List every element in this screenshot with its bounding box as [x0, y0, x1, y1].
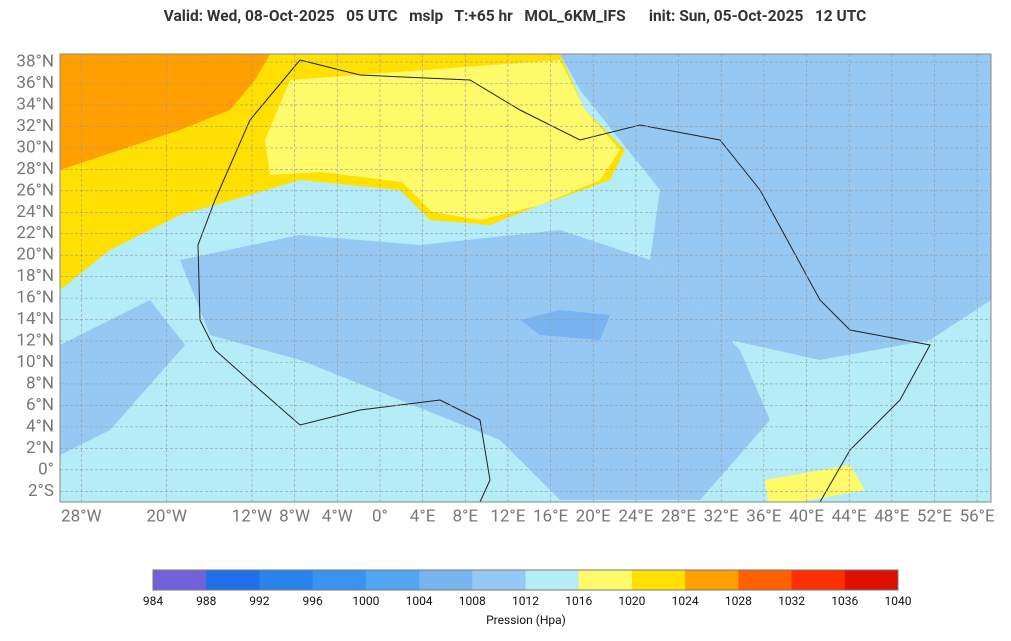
lon-label: 12°W	[232, 506, 273, 526]
lat-label: 34°N	[16, 94, 54, 114]
pressure-region	[60, 54, 270, 170]
colorbar-swatch	[365, 570, 420, 590]
colorbar-tick-label: 1008	[459, 594, 486, 608]
pressure-region	[520, 310, 610, 340]
colorbar-swatch	[685, 570, 739, 590]
colorbar-tick-label: 1020	[618, 594, 645, 608]
lon-label: 28°W	[61, 506, 102, 526]
colorbar-swatch	[525, 570, 580, 590]
colorbar-swatch	[844, 570, 899, 590]
lat-label: 38°N	[16, 52, 54, 72]
colorbar-tick-label: 1016	[565, 594, 592, 608]
colorbar-tick-label: 992	[249, 594, 269, 608]
colorbar-label: Pression (Hpa)	[486, 613, 566, 627]
lat-label: 4°N	[26, 416, 54, 436]
lat-label: 30°N	[16, 137, 54, 157]
colorbar-tick-label: 996	[303, 594, 323, 608]
lon-label: 4°W	[322, 506, 353, 526]
pressure-region	[180, 230, 770, 500]
colorbar-frame	[152, 569, 899, 591]
lon-label: 44°E	[832, 506, 867, 526]
lat-label: 28°N	[16, 159, 54, 179]
colorbar-tick-label: 1028	[725, 594, 752, 608]
colorbar-tick-label: 1024	[672, 594, 699, 608]
colorbar-swatch	[206, 570, 260, 590]
pressure-region	[765, 465, 865, 502]
lon-label: 20°E	[576, 506, 611, 526]
lat-label: 12°N	[16, 331, 54, 351]
lat-label: 0°	[38, 459, 54, 479]
colorbar-tick-label: 984	[143, 594, 163, 608]
colorbar-tick-label: 1012	[512, 594, 539, 608]
colorbar-swatch	[791, 570, 846, 590]
coastline	[197, 59, 931, 502]
lon-label: 56°E	[960, 506, 995, 526]
colorbar-swatch	[312, 570, 367, 590]
lon-label: 8°W	[279, 506, 310, 526]
lon-label: 8°E	[452, 506, 478, 526]
colorbar-swatch	[578, 570, 633, 590]
lat-label: 32°N	[16, 116, 54, 136]
pressure-region	[60, 300, 185, 455]
pressure-region	[265, 60, 620, 220]
lat-label: 16°N	[16, 288, 54, 308]
colorbar-swatch	[472, 570, 526, 590]
graticule	[60, 54, 991, 502]
map-frame	[59, 53, 992, 503]
lon-label: 40°E	[789, 506, 824, 526]
lon-label: 32°E	[704, 506, 739, 526]
lat-label: 2°N	[26, 438, 54, 458]
colorbar-tick-label: 1004	[406, 594, 433, 608]
lat-label: 14°N	[16, 309, 54, 329]
colorbar-swatch	[738, 570, 793, 590]
colorbar-swatch	[631, 570, 686, 590]
colorbar-tick-label: 1032	[778, 594, 805, 608]
lat-label: 18°N	[16, 266, 54, 286]
lat-label: 24°N	[16, 202, 54, 222]
lon-label: 52°E	[917, 506, 952, 526]
colorbar-tick-label: 988	[196, 594, 216, 608]
title: Valid: Wed, 08-Oct-2025 05 UTC mslp T:+6…	[164, 7, 867, 25]
lat-label: 36°N	[16, 73, 54, 93]
colorbar-tick-label: 1040	[885, 594, 912, 608]
colorbar-swatch	[259, 570, 314, 590]
lon-label: 36°E	[746, 506, 781, 526]
lat-label: 2°S	[28, 481, 54, 501]
lon-label: 4°E	[410, 506, 436, 526]
colorbar-swatch	[153, 570, 207, 590]
lon-label: 20°W	[146, 506, 187, 526]
lon-label: 0°	[372, 506, 388, 526]
colorbar-tick-label: 1000	[352, 594, 379, 608]
lon-label: 48°E	[874, 506, 909, 526]
map-area	[60, 54, 991, 502]
lon-label: 16°E	[533, 506, 568, 526]
lat-label: 8°N	[26, 373, 54, 393]
lon-label: 24°E	[618, 506, 653, 526]
colorbar-swatch	[419, 570, 473, 590]
lat-label: 6°N	[26, 395, 54, 415]
lat-label: 26°N	[16, 180, 54, 200]
lat-label: 22°N	[16, 223, 54, 243]
lon-label: 12°E	[490, 506, 525, 526]
lat-label: 10°N	[16, 352, 54, 372]
lat-label: 20°N	[16, 245, 54, 265]
colorbar-tick-label: 1036	[831, 594, 858, 608]
lon-label: 28°E	[661, 506, 696, 526]
